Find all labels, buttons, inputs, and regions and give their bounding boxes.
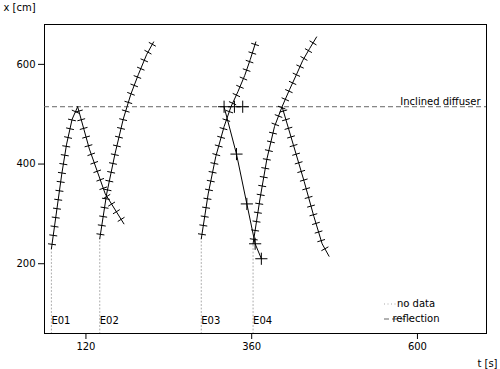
svg-text:E03: E03 [201,315,220,326]
svg-text:no data: no data [397,298,435,309]
svg-text:x [cm]: x [cm] [4,2,36,13]
svg-text:400: 400 [16,158,35,169]
svg-text:360: 360 [242,341,261,352]
svg-text:E01: E01 [51,315,70,326]
svg-text:reflection: reflection [392,313,439,324]
svg-text:600: 600 [16,59,35,70]
svg-text:E02: E02 [100,315,119,326]
svg-text:E04: E04 [253,315,272,326]
svg-text:120: 120 [76,341,95,352]
svg-text:600: 600 [408,341,427,352]
svg-text:Inclined diffuser: Inclined diffuser [400,96,481,107]
svg-text:t [s]: t [s] [477,358,497,369]
svg-text:200: 200 [16,258,35,269]
